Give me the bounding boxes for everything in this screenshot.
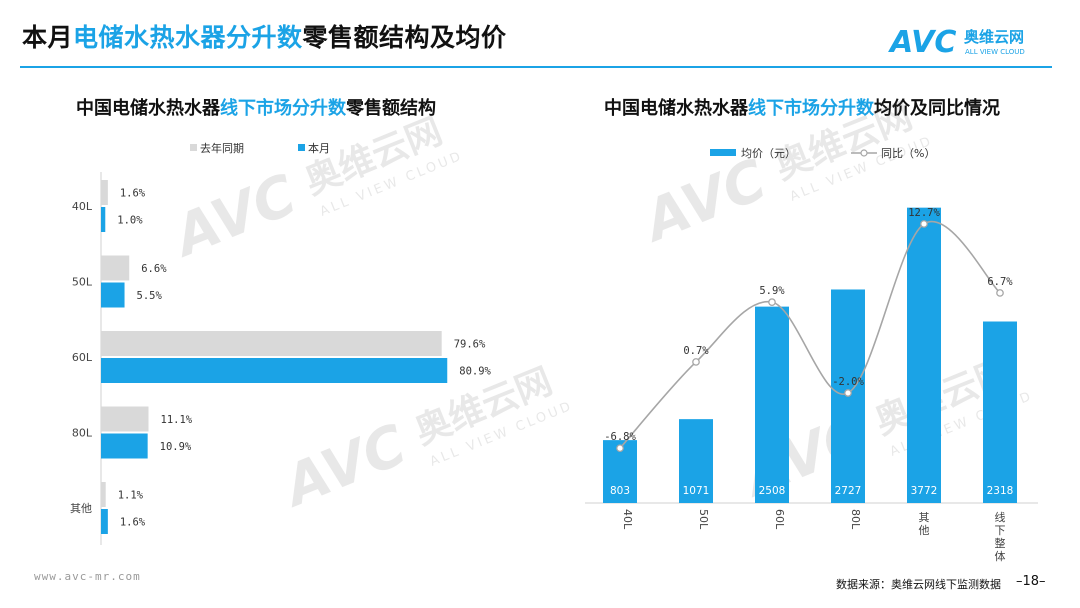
right-category-label: 其他 — [919, 511, 930, 537]
left-bar-value-label: 1.1% — [118, 490, 144, 502]
legend-label-line: 同比（%） — [881, 147, 935, 160]
yoy-value-label: 5.9% — [759, 285, 785, 297]
footer-url: www.avc-mr.com — [34, 570, 141, 583]
right-title-highlight: 线下市场分升数 — [748, 98, 874, 119]
left-bar-value-label: 80.9% — [459, 366, 491, 378]
bar-previous-year — [101, 255, 130, 281]
yoy-point — [616, 444, 624, 453]
left-title-part-1: 中国电储水热水器 — [76, 98, 220, 119]
bar-previous-year — [101, 180, 108, 205]
left-bar-value-label: 5.5% — [137, 290, 163, 302]
bar-this-month — [101, 358, 448, 383]
legend-swatch — [190, 144, 197, 151]
right-title-part-1: 中国电储水热水器 — [604, 98, 748, 119]
left-bar-value-label: 1.6% — [120, 188, 146, 200]
avg-price-value-label: 3772 — [911, 485, 938, 497]
footer-source: 数据来源：奥维云网线下监测数据 — [836, 578, 1001, 591]
yoy-value-label: 6.7% — [987, 276, 1013, 288]
yoy-point — [996, 289, 1004, 297]
legend-line-marker — [860, 149, 868, 157]
bar-previous-year — [101, 482, 106, 507]
left-chart-title: 中国电储水热水器线下市场分升数零售额结构 — [76, 94, 436, 120]
legend-label: 本月 — [308, 141, 330, 155]
left-title-part-3: 零售额结构 — [346, 98, 436, 119]
right-category-label: 线下整体 — [995, 510, 1006, 563]
bar-this-month — [101, 282, 125, 308]
title-part-1: 本月 — [22, 23, 74, 52]
left-category-label: 40L — [72, 200, 93, 213]
title-part-highlight: 电储水热水器分升数 — [73, 23, 303, 52]
bar-this-month — [101, 433, 148, 459]
right-category-label: 40L — [621, 509, 634, 530]
right-category-label: 60L — [773, 509, 786, 530]
left-bar-value-label: 1.0% — [117, 215, 143, 227]
yoy-line — [619, 220, 1001, 449]
avg-price-value-label: 2727 — [835, 485, 862, 497]
yoy-value-label: 0.7% — [683, 345, 709, 357]
title-divider — [20, 66, 1052, 68]
avg-price-bar — [907, 207, 941, 503]
left-title-highlight: 线下市场分升数 — [220, 98, 346, 119]
left-category-label: 60L — [72, 351, 93, 364]
right-title-part-3: 均价及同比情况 — [874, 98, 1000, 119]
avg-price-value-label: 2508 — [759, 485, 786, 497]
avg-price-value-label: 1071 — [683, 485, 710, 497]
right-legend: 均价（元） 同比（%） — [710, 147, 935, 160]
bar-previous-year — [101, 331, 442, 356]
yoy-point — [844, 389, 852, 397]
left-category-label: 50L — [72, 276, 93, 289]
left-bar-value-label: 1.6% — [120, 517, 146, 529]
legend-swatch-bar — [710, 149, 736, 156]
bar-this-month — [101, 207, 106, 232]
title-part-3: 零售额结构及均价 — [302, 23, 507, 52]
yoy-value-label: 12.7% — [908, 207, 940, 219]
yoy-point — [768, 298, 776, 306]
left-bar-value-label: 79.6% — [454, 339, 486, 351]
page-title: 本月电储水热水器分升数零售额结构及均价 — [22, 18, 507, 54]
legend-label: 去年同期 — [200, 141, 244, 155]
right-category-label: 50L — [697, 509, 710, 530]
yoy-point — [692, 358, 700, 366]
avg-price-bar — [679, 419, 713, 503]
bar-previous-year — [101, 406, 149, 432]
logo-cn-text: 奥维云网 — [964, 28, 1024, 46]
avc-logo: AVC 奥维云网 ALL VIEW CLOUD — [888, 25, 1025, 60]
yoy-point — [920, 220, 928, 228]
logo-en-text: ALL VIEW CLOUD — [965, 48, 1025, 56]
left-category-label: 80L — [72, 427, 93, 440]
yoy-value-label: -6.8% — [604, 431, 636, 443]
page-number: –18– — [1016, 574, 1046, 589]
left-bar-value-label: 10.9% — [160, 441, 192, 453]
avg-price-bar — [983, 321, 1017, 503]
avg-price-value-label: 803 — [610, 485, 630, 497]
yoy-value-label: -2.0% — [832, 376, 864, 388]
logo-brand-text: AVC — [888, 25, 956, 60]
left-category-label: 其他 — [70, 502, 92, 515]
left-bar-value-label: 6.6% — [141, 263, 167, 275]
left-legend: 去年同期 本月 — [190, 141, 330, 155]
right-chart-title: 中国电储水热水器线下市场分升数均价及同比情况 — [604, 94, 1000, 120]
avg-price-value-label: 2318 — [987, 485, 1014, 497]
legend-label-bar: 均价（元） — [741, 147, 796, 160]
left-bar-value-label: 11.1% — [161, 414, 193, 426]
avg-price-bar — [755, 306, 789, 503]
legend-swatch — [298, 144, 305, 151]
right-category-label: 80L — [849, 509, 862, 530]
bar-this-month — [101, 509, 108, 534]
